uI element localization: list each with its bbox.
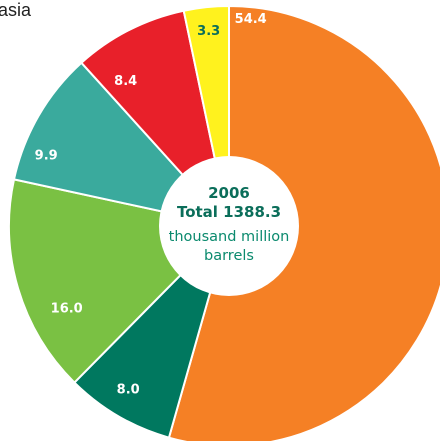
cropped-region-label: asia [0,0,32,20]
slice-label-4: 8.4 [114,74,137,89]
center-unit-line1: thousand million [169,229,290,245]
slice-label-0: 54.4 [235,12,267,27]
slice-label-2: 16.0 [51,301,83,316]
center-year: 2006 [208,184,250,202]
center-unit-line2: barrels [204,248,254,264]
slice-label-5: 3.3 [197,24,220,39]
slice-label-1: 8.0 [117,382,140,397]
slice-label-3: 9.9 [35,148,58,163]
donut-hole [159,156,299,296]
center-total: Total 1388.3 [177,203,281,221]
slice-labels: 54.4 8.0 16.0 9.9 8.4 3.3 [35,12,267,397]
